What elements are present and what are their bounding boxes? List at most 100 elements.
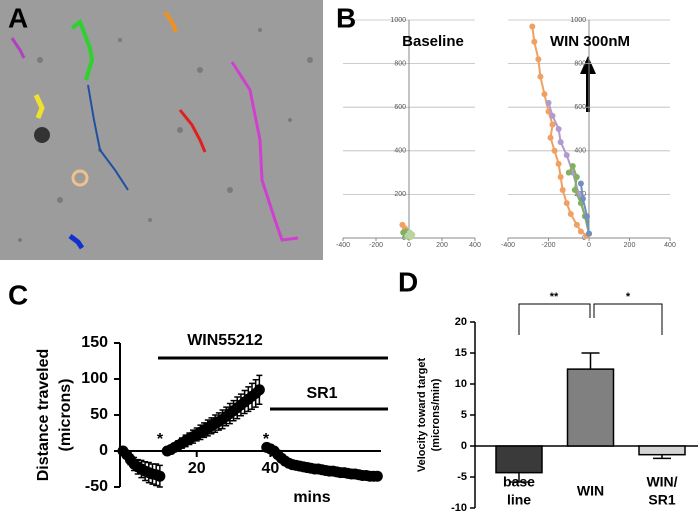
track-point [577, 228, 584, 235]
x-tick-label: SR1 [648, 492, 675, 508]
x-tick-label: base [503, 474, 535, 490]
x-tick-label: WIN/ [646, 474, 677, 490]
significance-bracket [593, 303, 663, 335]
track [178, 109, 207, 153]
x-axis-label: mins [293, 489, 330, 506]
track [68, 234, 85, 250]
y-tick-label: 800 [574, 60, 586, 67]
track-point [531, 38, 538, 45]
track-point [555, 126, 562, 132]
y-tick-label: 600 [574, 104, 586, 111]
y-tick-label: 1000 [570, 17, 586, 24]
panel-label: B [336, 2, 356, 33]
track-point [571, 187, 578, 194]
track-point [549, 112, 556, 119]
track-point [563, 152, 570, 159]
annotation: ** [550, 291, 559, 303]
significance-bracket [518, 303, 591, 335]
error-bar [581, 352, 600, 370]
y-tick-label: 1000 [390, 17, 406, 24]
arrowhead [580, 56, 596, 74]
y-axis-label: Velocity toward target [416, 358, 428, 473]
track-point [567, 211, 574, 218]
y-tick-label: 100 [81, 370, 108, 387]
track-point [586, 230, 592, 237]
image-background [0, 0, 323, 260]
data-point [253, 384, 265, 396]
y-tick-label: 400 [394, 148, 406, 155]
track [71, 169, 89, 187]
y-axis-label: Distance traveled [35, 349, 52, 482]
x-tick-label: 400 [469, 242, 481, 249]
y-tick-label: 50 [90, 406, 108, 423]
annotation: WIN55212 [187, 332, 263, 349]
x-tick-label: line [507, 492, 531, 508]
x-tick-label: -200 [541, 242, 555, 249]
annotation: * [263, 431, 270, 448]
debris [34, 127, 50, 143]
panel-title: WIN 300nM [550, 33, 630, 50]
panel-label: C [8, 279, 28, 310]
annotation: SR1 [306, 385, 337, 402]
track [33, 93, 45, 119]
x-tick-label: -200 [369, 242, 383, 249]
track-point [577, 180, 584, 187]
x-tick-label: WIN [577, 483, 604, 499]
track-point [557, 173, 564, 180]
y-tick-label: 20 [455, 316, 467, 328]
track-point [551, 147, 558, 154]
y-tick-label: 200 [394, 191, 406, 198]
x-tick-label: 200 [624, 242, 636, 249]
track-line [579, 183, 590, 234]
track [163, 10, 178, 33]
y-tick-label: 800 [394, 60, 406, 67]
track-point [547, 134, 554, 141]
track-point [579, 195, 586, 202]
y-tick-label: 10 [455, 378, 467, 390]
y-tick-label: 15 [455, 347, 467, 359]
panel-label: D [398, 266, 418, 297]
y-tick-label: 0 [99, 442, 108, 459]
y-tick-label: 600 [394, 104, 406, 111]
y-tick-label: 400 [574, 148, 586, 155]
y-axis-label: (microns/min) [430, 378, 442, 451]
track-point [559, 187, 566, 194]
track-point [541, 91, 548, 98]
y-tick-label: 0 [461, 440, 467, 452]
data-point [371, 470, 383, 482]
track-point [565, 169, 572, 176]
y-tick-label: 5 [461, 409, 467, 421]
track [230, 61, 299, 242]
track-point [563, 200, 570, 207]
track-point [583, 213, 590, 220]
bar [566, 368, 615, 447]
track [87, 84, 129, 191]
track [70, 18, 95, 81]
y-tick-label: -10 [451, 502, 467, 514]
track-point [407, 233, 414, 240]
y-tick-label: -50 [85, 478, 108, 495]
cells [18, 28, 313, 242]
track-point [569, 163, 576, 170]
track-point [555, 160, 562, 167]
track-point [557, 139, 564, 146]
track-point [573, 221, 580, 228]
y-axis-label: (microns) [57, 379, 74, 452]
x-tick-label: 40 [262, 460, 280, 477]
y-tick-label: 150 [81, 334, 108, 351]
y-tick-label: -5 [457, 471, 467, 483]
error-bar [510, 472, 528, 483]
x-tick-label: -400 [501, 242, 515, 249]
track-point [545, 99, 552, 106]
track-point [537, 73, 544, 80]
track-point [529, 23, 536, 30]
annotation: * [626, 291, 631, 303]
bar [495, 445, 543, 474]
annotation: * [157, 431, 164, 448]
x-tick-label: 20 [188, 460, 206, 477]
panel-title: Baseline [402, 33, 464, 50]
x-tick-label: 200 [436, 242, 448, 249]
panel-label: A [8, 2, 28, 33]
track-point [549, 121, 556, 128]
